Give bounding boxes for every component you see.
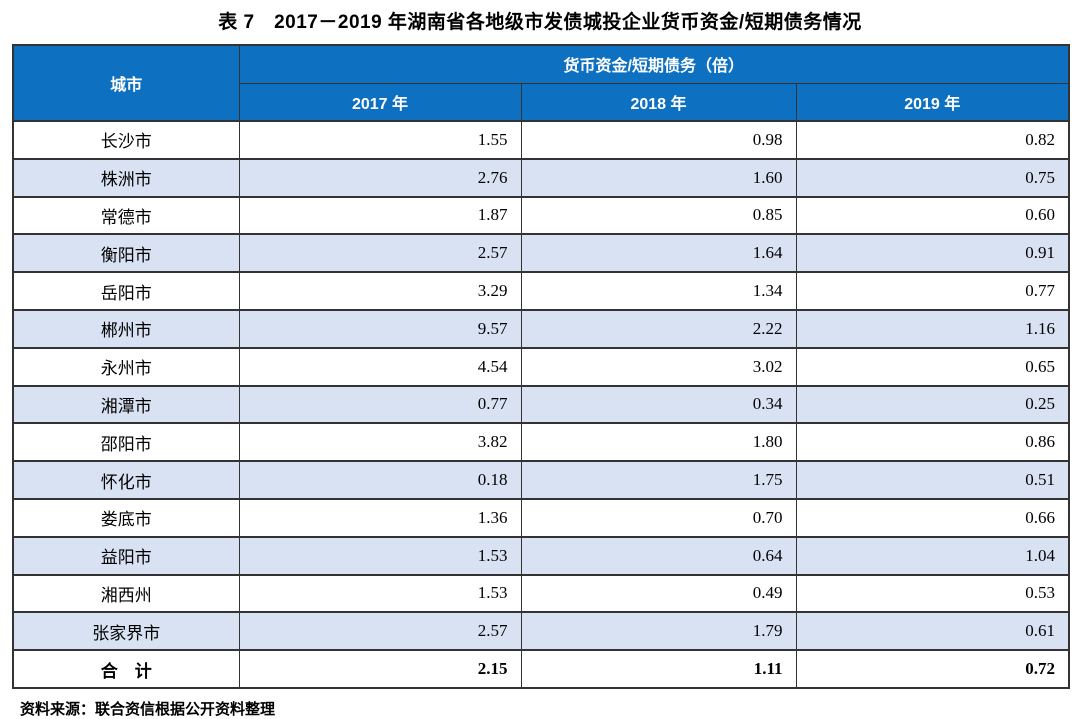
table-row-changde: 常德市 1.87 0.85 0.60 [12,195,1070,236]
table-body: 长沙市 1.55 0.98 0.82 株洲市 2.76 1.60 0.75 常德… [12,120,1070,689]
value-2017: 1.36 [238,497,522,538]
total-value-2017: 2.15 [238,649,522,689]
city-name: 怀化市 [12,460,240,500]
column-header-2017: 2017 年 [238,82,522,122]
value-2019: 0.25 [795,384,1070,425]
value-2018: 1.34 [520,271,797,311]
value-2018: 3.02 [520,346,797,387]
city-name: 永州市 [12,346,240,387]
table-row-hengyang: 衡阳市 2.57 1.64 0.91 [12,233,1070,274]
value-2017: 9.57 [238,308,522,349]
column-header-2018: 2018 年 [520,82,797,122]
value-2019: 1.04 [795,535,1070,576]
value-2019: 0.65 [795,346,1070,387]
city-name: 株洲市 [12,157,240,198]
city-name: 娄底市 [12,497,240,538]
value-2018: 1.75 [520,460,797,500]
value-2017: 4.54 [238,346,522,387]
city-name: 湘潭市 [12,384,240,425]
value-2017: 1.87 [238,195,522,236]
value-2017: 1.53 [238,573,522,614]
value-2017: 2.57 [238,611,522,652]
value-2017: 2.76 [238,157,522,198]
value-2019: 0.86 [795,422,1070,463]
table-row-xiangtan: 湘潭市 0.77 0.34 0.25 [12,384,1070,425]
value-2019: 1.16 [795,308,1070,349]
value-2017: 0.77 [238,384,522,425]
value-2017: 1.55 [238,120,522,160]
value-2018: 2.22 [520,308,797,349]
value-2019: 0.75 [795,157,1070,198]
table-title: 表 7 2017－2019 年湖南省各地级市发债城投企业货币资金/短期债务情况 [218,12,862,33]
city-name: 湘西州 [12,573,240,614]
city-name: 长沙市 [12,120,240,160]
table-row-chenzhou: 郴州市 9.57 2.22 1.16 [12,308,1070,349]
table-row-total: 合 计 2.15 1.11 0.72 [12,649,1070,689]
total-value-2019: 0.72 [795,649,1070,689]
total-label: 合 计 [12,649,240,689]
table-row-shaoyang: 邵阳市 3.82 1.80 0.86 [12,422,1070,463]
table-row-changsha: 长沙市 1.55 0.98 0.82 [12,120,1070,160]
value-2019: 0.53 [795,573,1070,614]
value-2019: 0.61 [795,611,1070,652]
value-2019: 0.51 [795,460,1070,500]
value-2017: 1.53 [238,535,522,576]
city-name: 常德市 [12,195,240,236]
source-note: 资料来源：联合资信根据公开资料整理 [20,700,276,718]
city-name: 益阳市 [12,535,240,576]
value-2018: 0.70 [520,497,797,538]
city-debt-table: 城市 货币资金/短期债务（倍） 2017 年 2018 年 2019 年 长沙市… [12,44,1071,689]
value-2018: 0.98 [520,120,797,160]
table-row-huaihua: 怀化市 0.18 1.75 0.51 [12,460,1070,500]
table-row-xiangxi: 湘西州 1.53 0.49 0.53 [12,573,1070,614]
value-2017: 3.29 [238,271,522,311]
city-name: 衡阳市 [12,233,240,274]
table-row-yueyang: 岳阳市 3.29 1.34 0.77 [12,271,1070,311]
value-2017: 0.18 [238,460,522,500]
column-header-ratio-group: 货币资金/短期债务（倍） [238,44,1070,84]
header-row-years: 2017 年 2018 年 2019 年 [13,82,1070,122]
value-2018: 0.64 [520,535,797,576]
value-2019: 0.77 [795,271,1070,311]
table-row-yongzhou: 永州市 4.54 3.02 0.65 [12,346,1070,387]
city-name: 邵阳市 [12,422,240,463]
value-2019: 0.82 [795,120,1070,160]
total-value-2018: 1.11 [520,649,797,689]
value-2018: 0.49 [520,573,797,614]
value-2019: 0.60 [795,195,1070,236]
table-row-zhuzhou: 株洲市 2.76 1.60 0.75 [12,157,1070,198]
value-2018: 0.34 [520,384,797,425]
value-2018: 1.80 [520,422,797,463]
column-header-city: 城市 [12,44,240,122]
value-2018: 1.60 [520,157,797,198]
value-2017: 3.82 [238,422,522,463]
value-2017: 2.57 [238,233,522,274]
city-name: 岳阳市 [12,271,240,311]
value-2019: 0.91 [795,233,1070,274]
table-row-loudi: 娄底市 1.36 0.70 0.66 [12,497,1070,538]
value-2018: 1.79 [520,611,797,652]
city-name: 郴州市 [12,308,240,349]
value-2018: 1.64 [520,233,797,274]
table-row-yiyang: 益阳市 1.53 0.64 1.04 [12,535,1070,576]
value-2019: 0.66 [795,497,1070,538]
city-name: 张家界市 [12,611,240,652]
value-2018: 0.85 [520,195,797,236]
header-row-group: 城市 货币资金/短期债务（倍） [12,44,1070,122]
table-header: 城市 货币资金/短期债务（倍） 2017 年 2018 年 2019 年 [12,44,1070,122]
table-row-zhangjiajie: 张家界市 2.57 1.79 0.61 [12,611,1070,652]
column-header-2019: 2019 年 [795,82,1070,122]
